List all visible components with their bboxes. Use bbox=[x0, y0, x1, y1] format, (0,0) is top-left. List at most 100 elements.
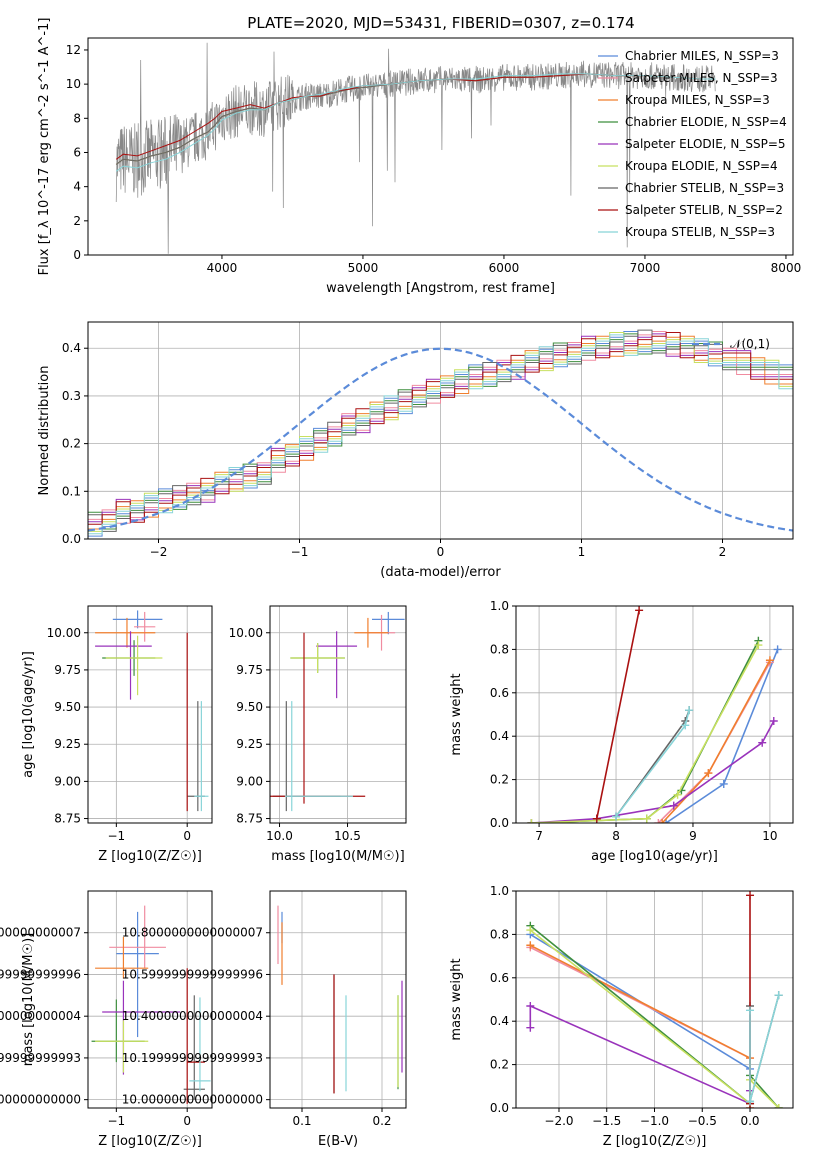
y-tick-label: 0.8 bbox=[490, 642, 509, 656]
x-tick-label: 7 bbox=[535, 829, 543, 843]
y-axis-label: mass [log10(M/M☉)] bbox=[21, 933, 36, 1066]
data-point-marker bbox=[773, 645, 782, 654]
y-tick-label: 0.2 bbox=[490, 773, 509, 787]
y-tick-label: 10.5999999999999996 bbox=[0, 967, 81, 981]
y-tick-label: 9.75 bbox=[54, 663, 81, 677]
data-point-marker bbox=[774, 991, 783, 1000]
y-tick-label: 8 bbox=[73, 111, 81, 125]
y-tick-label: 1.0 bbox=[490, 599, 509, 613]
x-tick-label: 10.5 bbox=[334, 829, 361, 843]
y-tick-label: 10.00 bbox=[229, 626, 263, 640]
data-point-marker bbox=[769, 717, 778, 726]
x-tick-label: 0 bbox=[183, 1114, 191, 1128]
legend-entry: 𝒩(0,1) bbox=[730, 337, 770, 351]
x-tick-label: 0.2 bbox=[372, 1114, 391, 1128]
mass-weight-line bbox=[615, 709, 690, 817]
y-tick-label: 0.0 bbox=[490, 1101, 509, 1115]
y-tick-label: 0.4 bbox=[490, 1014, 509, 1028]
y-tick-label: 9.75 bbox=[236, 663, 263, 677]
x-tick-label: 1 bbox=[578, 545, 586, 559]
mass-weight-line bbox=[529, 944, 751, 1108]
plot-area bbox=[270, 611, 405, 812]
figure-title: PLATE=2020, MJD=53431, FIBERID=0307, z=0… bbox=[247, 14, 634, 32]
x-tick-label: 0 bbox=[183, 829, 191, 843]
x-tick-label: 10.0 bbox=[266, 829, 293, 843]
x-axis-label: wavelength [Angstrom, rest frame] bbox=[326, 281, 555, 296]
x-axis-label: age [log10(age/yr)] bbox=[591, 849, 718, 864]
x-axis-label: Z [log10(Z/Z☉)] bbox=[98, 1134, 202, 1149]
data-point-marker bbox=[662, 819, 671, 823]
x-tick-label: 7000 bbox=[630, 261, 661, 275]
normal-curve-line bbox=[88, 347, 793, 532]
x-tick-label: 6000 bbox=[489, 261, 520, 275]
axes-frame bbox=[87, 890, 213, 1109]
mass-weight-line bbox=[529, 946, 751, 1108]
axes-frame bbox=[87, 37, 794, 256]
x-tick-label: 10 bbox=[762, 829, 777, 843]
panel-mass-vs-EBV: 0.1 0.2 10.0000000000000000 10.199999999999… bbox=[122, 890, 407, 1149]
mass-weight-line bbox=[596, 610, 640, 819]
x-tick-label: −0.5 bbox=[688, 1114, 717, 1128]
data-point-marker bbox=[746, 1006, 755, 1015]
x-tick-label: −1 bbox=[291, 545, 309, 559]
y-tick-label: 0.4 bbox=[62, 341, 81, 355]
y-tick-label: 0.1 bbox=[62, 484, 81, 498]
y-tick-label: 1.0 bbox=[490, 884, 509, 898]
data-point-marker bbox=[654, 819, 663, 823]
y-tick-label: 10.4000000000000004 bbox=[122, 1009, 263, 1023]
panel-mass-vs-Z: −1 0 10.0000000000000000 10.199999999999999… bbox=[0, 890, 213, 1149]
y-tick-label: 0.3 bbox=[62, 389, 81, 403]
axes-frame bbox=[87, 321, 794, 540]
data-point-marker bbox=[526, 926, 535, 935]
y-tick-label: 8.75 bbox=[54, 812, 81, 826]
legend-entry: Chabrier MILES, N_SSP=3 bbox=[625, 49, 779, 63]
x-tick-label: 5000 bbox=[348, 261, 379, 275]
residual-histogram bbox=[88, 331, 793, 537]
legend-entry: Chabrier STELIB, N_SSP=3 bbox=[625, 181, 784, 195]
legend-entry: Kroupa MILES, N_SSP=3 bbox=[625, 93, 770, 107]
residual-histogram bbox=[88, 335, 793, 530]
x-axis-label: E(B-V) bbox=[318, 1134, 358, 1149]
data-point-marker bbox=[642, 814, 651, 823]
data-point-marker bbox=[658, 819, 667, 823]
y-tick-label: 10.0000000000000000 bbox=[0, 1093, 81, 1107]
y-tick-label: 10.0000000000000000 bbox=[122, 1093, 263, 1107]
y-tick-label: 0.4 bbox=[490, 729, 509, 743]
plot-area bbox=[88, 329, 793, 537]
residual-histogram bbox=[88, 334, 793, 535]
y-tick-label: 9.00 bbox=[236, 774, 263, 788]
axes-frame bbox=[515, 605, 794, 824]
residual-histogram bbox=[88, 332, 793, 525]
data-point-marker bbox=[765, 656, 774, 665]
x-tick-label: 9 bbox=[689, 829, 697, 843]
mass-weight-line bbox=[749, 994, 780, 1102]
axes-frame bbox=[515, 890, 794, 1109]
x-axis-label: mass [log10(M/M☉)] bbox=[271, 849, 404, 864]
panel-residuals: −2 −1 0 1 2 0.0 0.1 0.2 0.3 0.4 (data-model)/error… bbox=[37, 321, 794, 580]
y-tick-label: 10.4000000000000004 bbox=[0, 1009, 81, 1023]
data-point-marker bbox=[527, 819, 536, 823]
x-tick-label: 0.1 bbox=[292, 1114, 311, 1128]
y-tick-label: 2 bbox=[73, 214, 81, 228]
data-point-marker bbox=[681, 721, 690, 730]
plot-area bbox=[526, 891, 783, 1108]
data-point-marker bbox=[746, 891, 755, 900]
mass-weight-line bbox=[531, 644, 760, 823]
y-axis-label: Flux [f_λ 10^-17 erg cm^-2 s^-1 A^-1] bbox=[37, 18, 52, 276]
panel-age-vs-Z: −1 0 8.75 9.00 9.25 9.50 9.75 10.00 Z [log10(Z/Z… bbox=[21, 605, 213, 864]
plot-area bbox=[277, 905, 403, 1094]
x-tick-label: −2.0 bbox=[544, 1114, 573, 1128]
x-axis-label: (data-model)/error bbox=[380, 565, 501, 580]
model-spectrum-line bbox=[115, 73, 716, 160]
panel-spectrum: 4000 5000 6000 7000 8000 0 2 4 6 8 10 12 wavelength … bbox=[37, 18, 801, 296]
model-spectrum-line bbox=[115, 73, 716, 172]
legend-entry: Kroupa STELIB, N_SSP=3 bbox=[625, 225, 775, 239]
x-tick-label: 2 bbox=[719, 545, 727, 559]
y-tick-label: 10.00 bbox=[47, 626, 81, 640]
residual-histogram bbox=[88, 331, 793, 524]
x-tick-label: 4000 bbox=[207, 261, 238, 275]
data-point-marker bbox=[526, 1002, 535, 1011]
data-point-marker bbox=[592, 814, 601, 823]
y-tick-label: 12 bbox=[66, 43, 81, 57]
data-point-marker bbox=[719, 779, 728, 788]
